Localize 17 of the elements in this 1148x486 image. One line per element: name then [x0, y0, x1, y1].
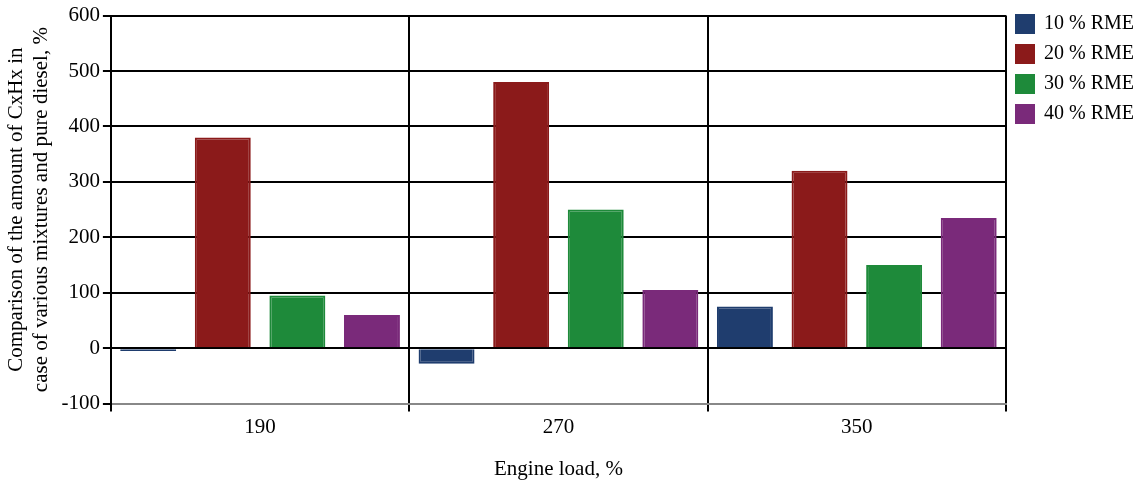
legend-label: 30 % RME	[1044, 71, 1134, 94]
legend-label: 40 % RME	[1044, 101, 1134, 124]
x-axis-title: Engine load, %	[494, 455, 623, 480]
y-tick-label: 600	[68, 2, 100, 27]
y-tick-label: 500	[68, 57, 100, 82]
x-tick-label: 190	[244, 413, 276, 438]
y-tick-label: 400	[68, 112, 100, 137]
x-tick-label: 270	[542, 413, 575, 438]
y-tick-label: -100	[61, 390, 100, 415]
legend-label: 20 % RME	[1044, 41, 1134, 64]
y-axis-title: Comparison of the amount of CxHx in case of various mixtures and pure diesel, %	[3, 27, 53, 393]
y-tick-label: 100	[68, 279, 100, 304]
y-tick-label: 200	[68, 223, 100, 248]
y-tick-label: 0	[89, 334, 100, 359]
legend-label: 10 % RME	[1044, 11, 1134, 34]
y-tick-label: 300	[68, 168, 100, 193]
x-tick-label: 350	[841, 413, 873, 438]
